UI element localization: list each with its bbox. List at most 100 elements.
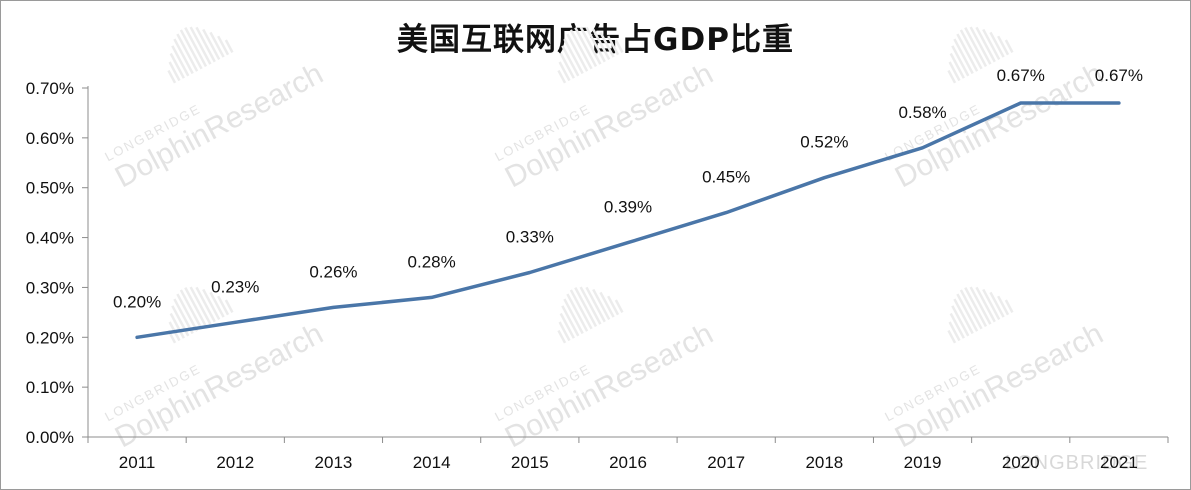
watermark-bar <box>949 52 965 79</box>
watermark-bar <box>989 31 1005 58</box>
watermark-bar <box>959 289 983 330</box>
x-tick-label: 2017 <box>707 453 745 472</box>
data-label: 0.26% <box>309 262 357 281</box>
watermark-bar <box>574 27 598 68</box>
watermark-bar <box>184 287 208 328</box>
watermark-bar <box>195 26 216 63</box>
watermark-bar <box>956 293 979 332</box>
watermark-bar <box>179 289 203 330</box>
watermark-line2: DolphinResearch <box>890 317 1109 454</box>
watermark-bar <box>173 38 194 75</box>
watermark-bar <box>224 299 234 313</box>
watermark-bar <box>953 38 974 75</box>
watermark-bar <box>614 299 624 313</box>
watermark-bar <box>179 29 203 70</box>
watermark-bar <box>585 286 606 323</box>
watermark-bar <box>997 295 1010 316</box>
watermark-bar <box>592 28 611 61</box>
watermark-bar <box>949 312 965 339</box>
watermark-bar <box>956 33 979 72</box>
watermark-bar <box>561 45 580 77</box>
watermark-bar <box>563 38 584 75</box>
watermark-bar <box>969 286 992 325</box>
watermark-bar <box>209 31 225 58</box>
watermark-bar <box>184 27 208 68</box>
watermark-bar <box>195 286 216 323</box>
data-label: 0.45% <box>702 168 750 187</box>
x-tick-label: 2020 <box>1002 453 1040 472</box>
x-tick-label: 2011 <box>119 453 156 472</box>
watermark-bar <box>579 286 602 325</box>
watermark-bar <box>169 52 185 79</box>
watermark-bar <box>948 321 961 342</box>
watermark-bar <box>599 31 615 58</box>
watermark-bar <box>951 305 970 337</box>
watermark-line2: DolphinResearch <box>500 317 719 454</box>
watermark-bar <box>202 28 221 61</box>
y-tick-label: 0.40% <box>26 229 74 248</box>
watermark-bar <box>559 52 575 79</box>
y-tick-label: 0.50% <box>26 179 74 198</box>
watermark-bar <box>982 288 1001 321</box>
data-label: 0.28% <box>408 252 456 271</box>
watermark-bar <box>563 298 584 335</box>
x-tick-label: 2015 <box>511 453 549 472</box>
watermark-bar <box>947 69 957 84</box>
watermark-bar <box>599 291 615 318</box>
watermark-bar <box>964 287 988 328</box>
watermark-bar <box>982 28 1001 61</box>
watermark-corner: LONGBRIDGE <box>1005 452 1148 474</box>
data-label: 0.20% <box>113 292 161 311</box>
watermark-bar <box>189 26 212 65</box>
series-line <box>135 101 1121 340</box>
x-tick-label: 2016 <box>609 453 647 472</box>
watermark-bar <box>557 69 567 84</box>
watermark-bar <box>171 45 190 77</box>
watermark-bar <box>948 61 961 82</box>
data-label: 0.67% <box>997 66 1045 85</box>
watermark-bar <box>969 26 992 65</box>
watermark-bar <box>951 45 970 77</box>
watermark-bar <box>614 39 624 53</box>
watermark-bar <box>579 26 602 65</box>
watermark-bar <box>224 39 234 53</box>
watermark-bar <box>592 288 611 321</box>
data-label: 0.67% <box>1095 66 1143 85</box>
data-label: 0.23% <box>211 277 259 296</box>
watermark-bar <box>953 298 974 335</box>
x-tick-label: 2019 <box>904 453 942 472</box>
watermark-line2: DolphinResearch <box>110 57 329 194</box>
watermark-bar <box>566 293 589 332</box>
watermark-bar <box>209 291 225 318</box>
watermark-bar <box>997 35 1010 56</box>
y-tick-label: 0.60% <box>26 129 74 148</box>
x-tick-label: 2021 <box>1100 453 1138 472</box>
watermark-line2: DolphinResearch <box>500 57 719 194</box>
y-tick-label: 0.30% <box>26 278 74 297</box>
watermark-bar <box>168 61 181 82</box>
watermark-bar <box>975 26 996 63</box>
watermark-bar <box>989 291 1005 318</box>
watermark-bar <box>217 295 230 316</box>
watermark-bar <box>176 293 199 332</box>
watermark-bar <box>217 35 230 56</box>
y-tick-label: 0.10% <box>26 378 74 397</box>
watermark-bar <box>574 287 598 328</box>
watermark-bar <box>173 298 194 335</box>
watermark-bar <box>1004 299 1014 313</box>
x-tick-label: 2014 <box>413 453 451 472</box>
watermark-bar <box>569 289 593 330</box>
watermark-bar <box>566 33 589 72</box>
watermark-bar <box>167 69 177 84</box>
watermark-bar <box>569 29 593 70</box>
x-tick-label: 2013 <box>315 453 353 472</box>
watermark-bar <box>557 329 567 344</box>
y-tick-label: 0.00% <box>26 428 74 447</box>
watermark-bar <box>558 321 571 342</box>
